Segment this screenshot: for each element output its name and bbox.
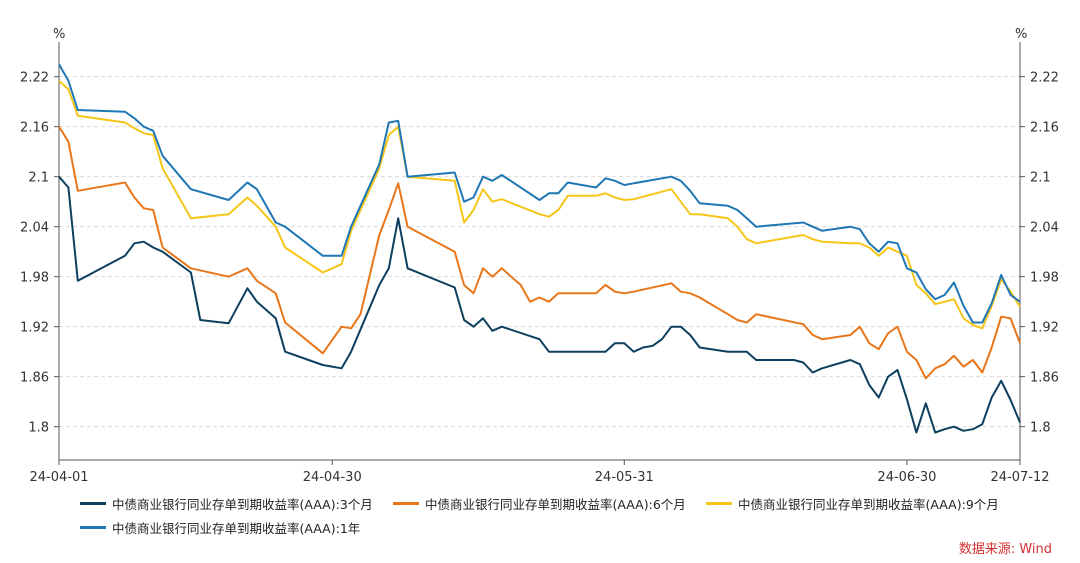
x-tick-label: 24-05-31 [595, 470, 654, 485]
y-tick-label-right: 1.92 [1030, 321, 1059, 336]
legend-item-6m: 中债商业银行同业存单到期收益率(AAA):6个月 [393, 494, 686, 513]
series-line-9m [58, 80, 1021, 330]
y-tick-label-left: 1.86 [20, 371, 49, 386]
legend-item-3m: 中债商业银行同业存单到期收益率(AAA):3个月 [80, 494, 373, 513]
series-lines [58, 63, 1021, 434]
y-tick-label-left: 1.92 [20, 321, 49, 336]
y-tick-label-right: 1.8 [1030, 421, 1051, 436]
y-tick-label-right: 2.1 [1030, 171, 1051, 186]
y-tick-label-right: 2.04 [1030, 221, 1059, 236]
legend-swatch-6m [393, 502, 419, 505]
legend-label-6m: 中债商业银行同业存单到期收益率(AAA):6个月 [425, 497, 686, 512]
legend-label-9m: 中债商业银行同业存单到期收益率(AAA):9个月 [738, 497, 999, 512]
y-tick-label-left: 2.04 [20, 221, 49, 236]
y-tick-label-right: 2.22 [1030, 71, 1059, 86]
legend-swatch-3m [80, 502, 106, 505]
legend-label-3m: 中债商业银行同业存单到期收益率(AAA):3个月 [112, 497, 373, 512]
legend-swatch-1y [80, 526, 106, 529]
right-axis-unit: % [1015, 27, 1027, 42]
data-source: 数据来源: Wind [958, 542, 1052, 557]
y-tick-label-right: 1.98 [1030, 271, 1059, 286]
series-line-3m [58, 176, 1021, 434]
legend-item-1y: 中债商业银行同业存单到期收益率(AAA):1年 [80, 518, 360, 537]
y-tick-label-left: 1.8 [28, 421, 49, 436]
legend-swatch-9m [706, 502, 732, 505]
x-tick-label: 24-06-30 [877, 470, 936, 485]
y-tick-label-left: 1.98 [20, 271, 49, 286]
legend-label-1y: 中债商业银行同业存单到期收益率(AAA):1年 [112, 521, 361, 536]
x-tick-label: 24-04-30 [303, 470, 362, 485]
series-line-6m [58, 126, 1021, 380]
legend-item-9m: 中债商业银行同业存单到期收益率(AAA):9个月 [706, 494, 999, 513]
y-tick-label-left: 2.1 [28, 171, 49, 186]
axes: % % 1.8 1.8 1.86 1.86 1.92 1.92 1.98 1.98 2.04 2.… [20, 27, 1059, 485]
x-tick-label: 24-07-12 [990, 470, 1049, 485]
left-axis-unit: % [53, 27, 65, 42]
y-tick-label-right: 1.86 [1030, 371, 1059, 386]
gridlines [59, 76, 1020, 428]
y-tick-label-left: 2.16 [20, 121, 49, 136]
y-tick-label-left: 2.22 [20, 71, 49, 86]
y-tick-label-right: 2.16 [1030, 121, 1059, 136]
x-tick-label: 24-04-01 [29, 470, 88, 485]
series-line-1y [58, 63, 1021, 324]
